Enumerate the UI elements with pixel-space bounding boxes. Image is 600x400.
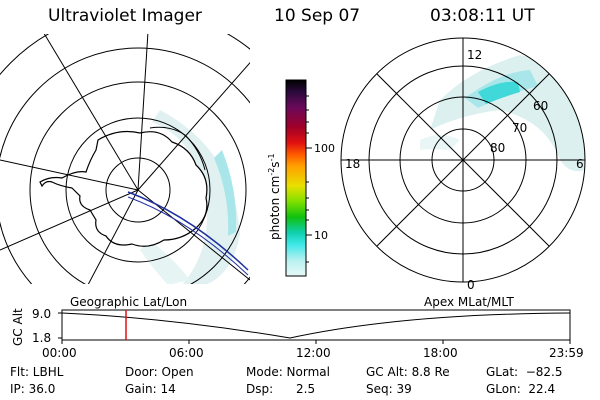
timeline-xtick-1200: 12:00: [296, 346, 331, 360]
apex-lat-60: 60: [533, 99, 548, 113]
dsp-value: Dsp: 2.5: [246, 382, 316, 396]
apex-mlt-0: 0: [467, 278, 475, 292]
apex-lat-70: 70: [512, 121, 527, 135]
ip-value: IP: 36.0: [10, 382, 56, 396]
door-status: Door: Open: [125, 365, 194, 379]
apex-aurora: [420, 55, 585, 172]
apex-mlt-12: 12: [467, 48, 482, 62]
sequence-number: Seq: 39: [366, 382, 412, 396]
instrument-title: Ultraviolet Imager: [48, 6, 202, 26]
orbit-track: [127, 191, 249, 271]
geo-longitude: GLon: 22.4: [486, 382, 556, 396]
timeline-ymin: 1.8: [32, 331, 51, 345]
geo-lat-circles: [0, 34, 250, 284]
colorbar-unit-label: photon cm-2s-1: [267, 153, 282, 240]
timeline-xtick-0000: 00:00: [42, 346, 77, 360]
apex-mlt-6: 6: [576, 157, 584, 171]
apex-map: [340, 37, 586, 283]
gc-altitude: GC Alt: 8.8 Re: [366, 365, 450, 379]
geo-latitude: GLat: −82.5: [486, 365, 563, 379]
apex-map-label: Apex MLat/MLT: [424, 295, 514, 309]
geo-map-label: Geographic Lat/Lon: [70, 295, 187, 309]
apex-lat-80: 80: [490, 141, 505, 155]
gain-value: Gain: 14: [125, 382, 176, 396]
colorbar-fill: [285, 79, 307, 277]
timeline-xtick-1800: 18:00: [423, 346, 458, 360]
antarctica-outline: [39, 130, 208, 247]
time-label: 03:08:11 UT: [430, 6, 535, 26]
colorbar: [285, 79, 312, 277]
apex-mlt-lines: [341, 38, 585, 282]
date-label: 10 Sep 07: [274, 6, 361, 26]
timeline-ymax: 9.0: [32, 307, 51, 321]
timeline-xtick-2359: 23:59: [549, 346, 584, 360]
filter-value: Flt: LBHL: [10, 365, 64, 379]
altitude-curve: [61, 312, 571, 339]
colorbar-tick-100: 100: [314, 142, 335, 155]
apex-mlt-18: 18: [345, 157, 360, 171]
timeline-xtick-0600: 06:00: [169, 346, 204, 360]
mode-value: Mode: Normal: [246, 365, 330, 379]
timeline-ylabel: GC Alt: [11, 308, 25, 346]
geographic-map: [0, 34, 250, 284]
colorbar-tick-10: 10: [314, 229, 328, 242]
